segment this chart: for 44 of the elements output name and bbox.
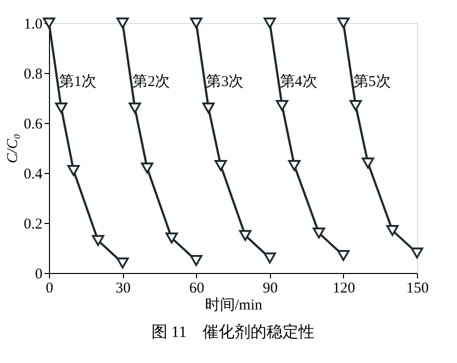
point [362, 158, 374, 168]
point [140, 162, 154, 174]
point [288, 160, 300, 171]
point [214, 160, 227, 171]
point [166, 232, 178, 244]
y-axis-title: C/C₀ [4, 134, 21, 164]
point [92, 235, 104, 246]
y-tick-label: 0.8 [24, 66, 42, 82]
point [410, 248, 424, 258]
point [264, 18, 276, 28]
point [116, 18, 129, 28]
annotation: 第4次 [280, 73, 318, 90]
x-tick-label: 0 [46, 280, 54, 296]
point [312, 228, 326, 238]
x-tick-label: 60 [189, 280, 204, 296]
x-tick-label: 90 [262, 280, 278, 296]
annotation: 第1次 [59, 73, 96, 90]
point [386, 225, 399, 236]
point [337, 18, 350, 28]
point [276, 100, 288, 111]
point [67, 165, 80, 176]
x-tick-label: 30 [116, 280, 131, 296]
point [190, 18, 202, 28]
point [350, 100, 362, 111]
annotation: 第2次 [132, 73, 170, 90]
point [116, 258, 129, 268]
y-tick-label: 0.6 [24, 116, 43, 132]
point [128, 102, 142, 114]
text: 图 11 催化剂的稳定性 [151, 323, 315, 341]
x-tick-label: 150 [406, 280, 429, 296]
y-tick-label: 0 [35, 266, 42, 282]
point [337, 250, 350, 261]
x-tick-label: 120 [332, 280, 356, 296]
y-tick-label: 1.0 [24, 16, 42, 32]
y-tick-label: 0.2 [24, 216, 42, 232]
annotation: 第3次 [206, 73, 244, 90]
point [239, 230, 252, 241]
x-axis-title: 时间/min [204, 296, 263, 314]
annotation: 第5次 [353, 73, 391, 90]
point [55, 102, 68, 114]
y-tick-label: 0.4 [24, 166, 43, 182]
point [202, 102, 215, 114]
point [264, 252, 276, 264]
point [190, 255, 202, 266]
